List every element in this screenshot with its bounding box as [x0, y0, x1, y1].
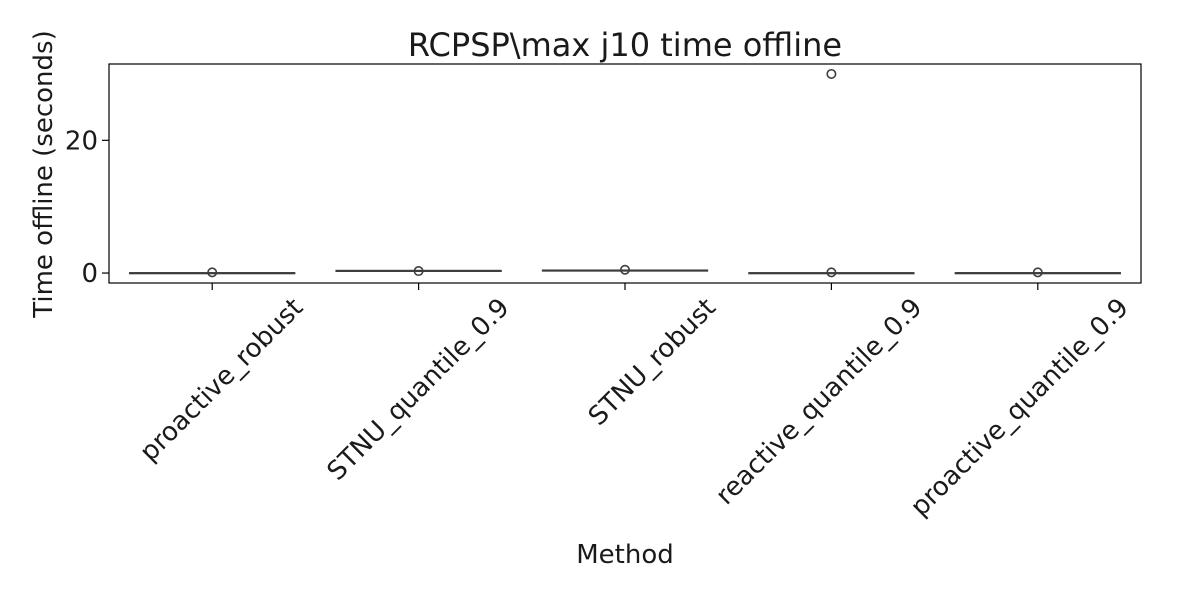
x-tick-label: proactive_quantile_0.9 [905, 293, 1135, 523]
outlier-point [826, 68, 837, 79]
x-tick-label: reactive_quantile_0.9 [710, 293, 928, 511]
x-axis-label: Method [576, 540, 674, 570]
box-group [748, 68, 915, 278]
plot-area: 0 20 proactive_robust STNU_quantile_0.9 STNU… [65, 63, 1142, 523]
y-axis-label: Time offline (seconds) [29, 30, 59, 318]
box-group [129, 267, 296, 278]
box-group [954, 267, 1121, 278]
plot-frame [108, 63, 1142, 284]
y-tick-label: 0 [81, 259, 98, 289]
y-tick-label: 20 [65, 126, 98, 156]
outlier-point [413, 266, 424, 277]
x-tick-label: proactive_robust [134, 293, 309, 468]
x-tick-label: STNU_robust [583, 293, 722, 432]
outlier-point [826, 267, 837, 278]
box-group [335, 266, 502, 277]
x-tick-label: STNU_quantile_0.9 [322, 293, 516, 487]
box-group [541, 264, 709, 275]
outlier-point [619, 264, 630, 275]
outlier-point [1032, 267, 1043, 278]
chart-title: RCPSP\max j10 time offline [408, 26, 842, 64]
outlier-point [207, 267, 218, 278]
